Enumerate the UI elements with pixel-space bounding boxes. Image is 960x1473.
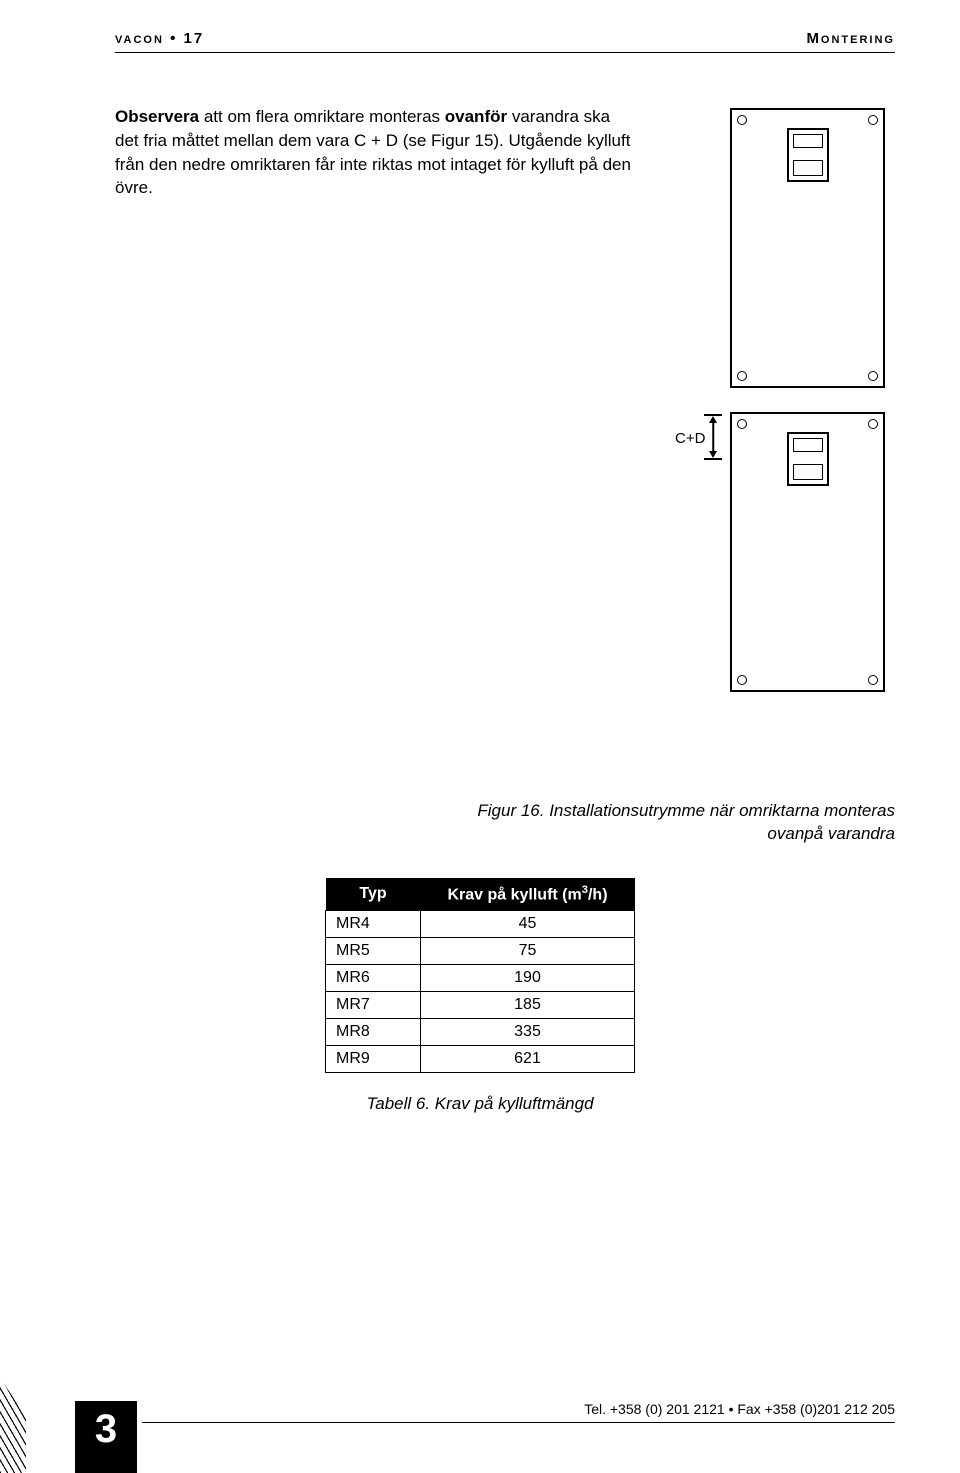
chapter-tab: 3 [75,1401,137,1473]
table-row: MR9621 [326,1046,635,1073]
cell-val: 621 [421,1046,635,1073]
bolt-icon [868,115,878,125]
cell-type: MR6 [326,965,421,992]
table-row: MR8335 [326,1019,635,1046]
text-seg-2: att om flera omriktare monteras [199,107,445,126]
table-row: MR575 [326,938,635,965]
figure-caption: Figur 16. Installationsutrymme när omrik… [465,800,895,846]
cell-val: 335 [421,1019,635,1046]
header-right: Montering [806,30,895,47]
bolt-icon [868,371,878,381]
table-row: MR445 [326,911,635,938]
table-row: MR7185 [326,992,635,1019]
header-left: vacon • 17 [115,30,204,47]
bolt-icon [868,419,878,429]
body-paragraph: Observera att om flera omriktare montera… [115,105,635,200]
cell-type: MR4 [326,911,421,938]
display-icon [787,432,829,486]
header-rule [115,52,895,53]
cell-val: 45 [421,911,635,938]
bolt-icon [737,675,747,685]
gap-arrow-icon [708,414,718,460]
footer-contact: Tel. +358 (0) 201 2121 • Fax +358 (0)201… [584,1401,895,1417]
cell-val: 75 [421,938,635,965]
cell-type: MR7 [326,992,421,1019]
cell-val: 190 [421,965,635,992]
page-header: vacon • 17 Montering [115,30,895,47]
edge-hatch-icon [0,1378,26,1473]
cell-type: MR9 [326,1046,421,1073]
table-caption: Tabell 6. Krav på kylluftmängd [325,1094,635,1114]
stacking-diagram: C+D [720,100,895,700]
drive-lower [730,412,885,692]
bolt-icon [737,115,747,125]
text-ovanfor: ovanför [445,107,507,126]
cell-val: 185 [421,992,635,1019]
table-header-req: Krav på kylluft (m3/h) [421,878,635,911]
cooling-table: Typ Krav på kylluft (m3/h) MR445 MR575 M… [325,878,635,1073]
table-header-type: Typ [326,878,421,911]
bolt-icon [737,371,747,381]
cell-type: MR8 [326,1019,421,1046]
footer-rule [142,1422,895,1423]
drive-upper [730,108,885,388]
table-row: MR6190 [326,965,635,992]
bolt-icon [868,675,878,685]
text-observera: Observera [115,107,199,126]
gap-label: C+D [675,430,705,447]
display-icon [787,128,829,182]
bolt-icon [737,419,747,429]
cell-type: MR5 [326,938,421,965]
